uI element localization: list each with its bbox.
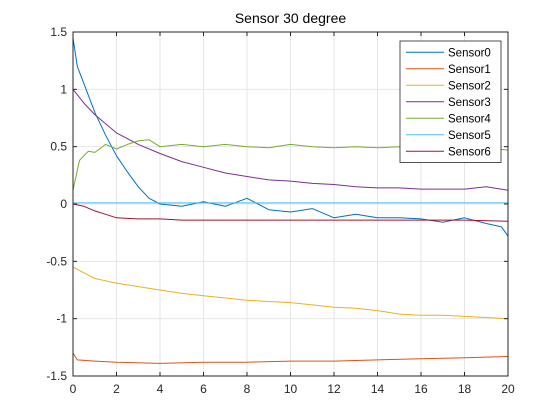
y-tick-label: 1 xyxy=(60,82,67,96)
y-tick-label: -1.5 xyxy=(46,369,67,383)
legend-label: Sensor5 xyxy=(448,130,491,142)
legend-label: Sensor2 xyxy=(448,80,491,92)
x-tick-label: 12 xyxy=(327,382,341,396)
axis-ticks: 0 2 4 6 8 10 12 14 16 18 20 -1.5 -1 -0.5 0 0.5 1 1.5 xyxy=(46,25,515,396)
legend-label: Sensor6 xyxy=(448,146,491,158)
legend-label: Sensor3 xyxy=(448,97,491,109)
x-tick-label: 0 xyxy=(70,382,77,396)
y-tick-label: 1.5 xyxy=(50,25,67,39)
legend-label: Sensor0 xyxy=(448,47,491,59)
x-tick-label: 10 xyxy=(284,382,298,396)
legend: Sensor0 Sensor1 Sensor2 Sensor3 Sensor4 Senso… xyxy=(399,40,502,163)
y-tick-label: -1 xyxy=(56,312,67,326)
x-tick-label: 6 xyxy=(200,382,207,396)
series-line-sensor1 xyxy=(72,352,509,364)
x-tick-label: 2 xyxy=(113,382,120,396)
y-tick-label: 0 xyxy=(60,197,67,211)
series-line-sensor2 xyxy=(72,266,509,320)
x-tick-label: 16 xyxy=(414,382,428,396)
x-tick-label: 18 xyxy=(458,382,472,396)
x-tick-label: 4 xyxy=(157,382,164,396)
y-tick-label: 0.5 xyxy=(50,140,67,154)
x-tick-label: 20 xyxy=(501,382,515,396)
x-tick-label: 8 xyxy=(244,382,251,396)
chart-title: Sensor 30 degree xyxy=(235,10,347,26)
series-lines xyxy=(72,37,509,364)
legend-label: Sensor4 xyxy=(448,113,491,125)
series-line-sensor6 xyxy=(72,203,509,222)
y-tick-label: -0.5 xyxy=(46,254,67,268)
series-line-sensor3 xyxy=(72,88,509,191)
series-line-sensor0 xyxy=(72,37,509,237)
legend-label: Sensor1 xyxy=(448,64,491,76)
x-tick-label: 14 xyxy=(371,382,385,396)
